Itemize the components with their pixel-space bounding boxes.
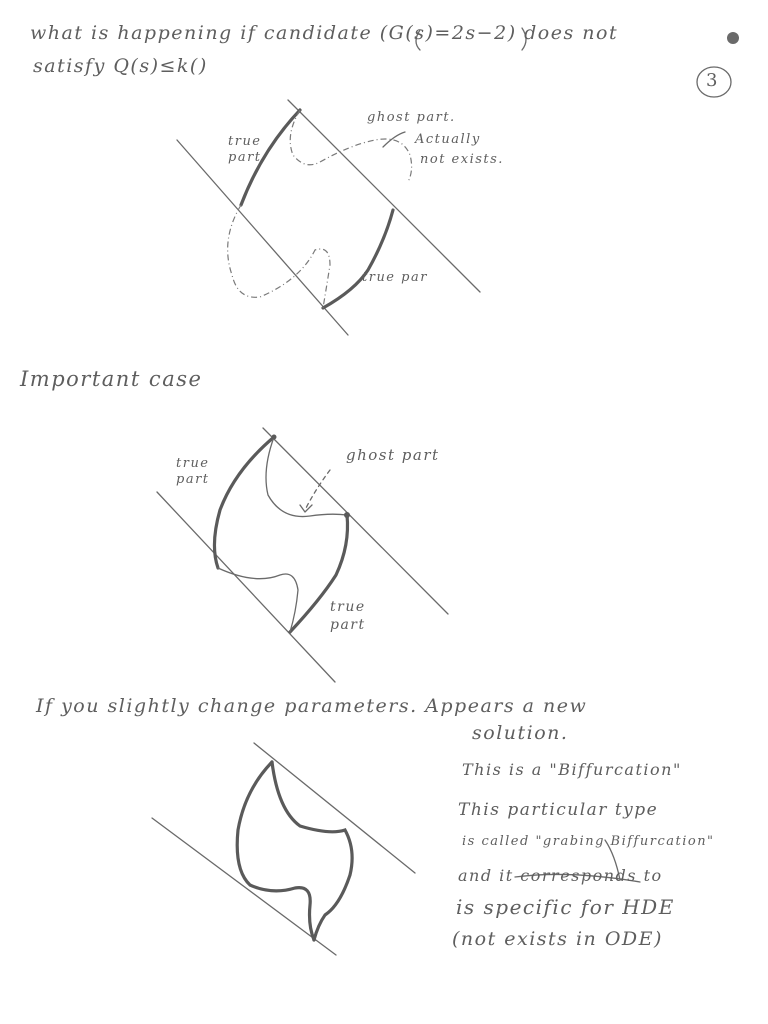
true-part-bottom [288, 513, 350, 634]
boundary-line-right [253, 742, 416, 874]
section-heading-line-1: If you slightly change parameters. Appea… [36, 695, 588, 717]
strike-through [514, 873, 641, 883]
fig1-actually-label: Actually [415, 132, 481, 147]
section-heading-line-2: solution. [472, 722, 569, 744]
fig2-ghost-part-label: ghost part [346, 446, 440, 464]
note-line-1: This is a "Biffurcation" [462, 760, 682, 779]
true-part-top [239, 108, 302, 207]
boundary-line-left [176, 139, 349, 336]
figure-2 [156, 427, 449, 683]
fig1-true-part-top-label: true part [228, 134, 262, 165]
closed-loop-right [270, 760, 354, 942]
boundary-line-right [262, 427, 449, 615]
title-line-1: what is happening if candidate (G(s)=2s−… [30, 22, 619, 44]
boundary-line-left [151, 817, 337, 956]
fig1-ghost-part-label: ghost part. [367, 110, 456, 125]
ghost-part-lower [217, 567, 299, 633]
ghost-loop-bottom [227, 204, 331, 309]
fig2-true-part-top-label: true part [176, 456, 210, 487]
ghost-pointer-arrow [304, 469, 331, 511]
boundary-line-left [156, 491, 336, 683]
figure-3 [151, 742, 416, 956]
ink-smudge [727, 32, 739, 44]
note-line-2: This particular type [458, 800, 659, 820]
note-line-5: is specific for HDE [456, 895, 675, 919]
fig1-true-part-bottom-label: true par [362, 270, 428, 285]
page-number-circle [696, 66, 732, 98]
note-line-6: (not exists in ODE) [452, 928, 663, 950]
fig2-true-part-bottom-label: true part [330, 599, 366, 633]
section-heading-important-case: Important case [20, 367, 203, 391]
figure-1 [176, 99, 481, 336]
true-part-bottom [321, 208, 395, 310]
closed-loop-left [235, 760, 316, 942]
title-line-2: satisfy Q(s)≤k() [33, 55, 208, 77]
page-number: 3 [706, 70, 719, 91]
true-part-top [212, 435, 276, 570]
ghost-part-upper [265, 436, 348, 518]
ghost-loop-top [289, 109, 413, 183]
fig1-not-exists-label: not exists. [420, 152, 504, 167]
note-line-3: is called "grabing Biffurcation" [462, 834, 715, 849]
boundary-line-right [287, 99, 481, 293]
note-line-4-struck: and it corresponds to [458, 866, 663, 885]
